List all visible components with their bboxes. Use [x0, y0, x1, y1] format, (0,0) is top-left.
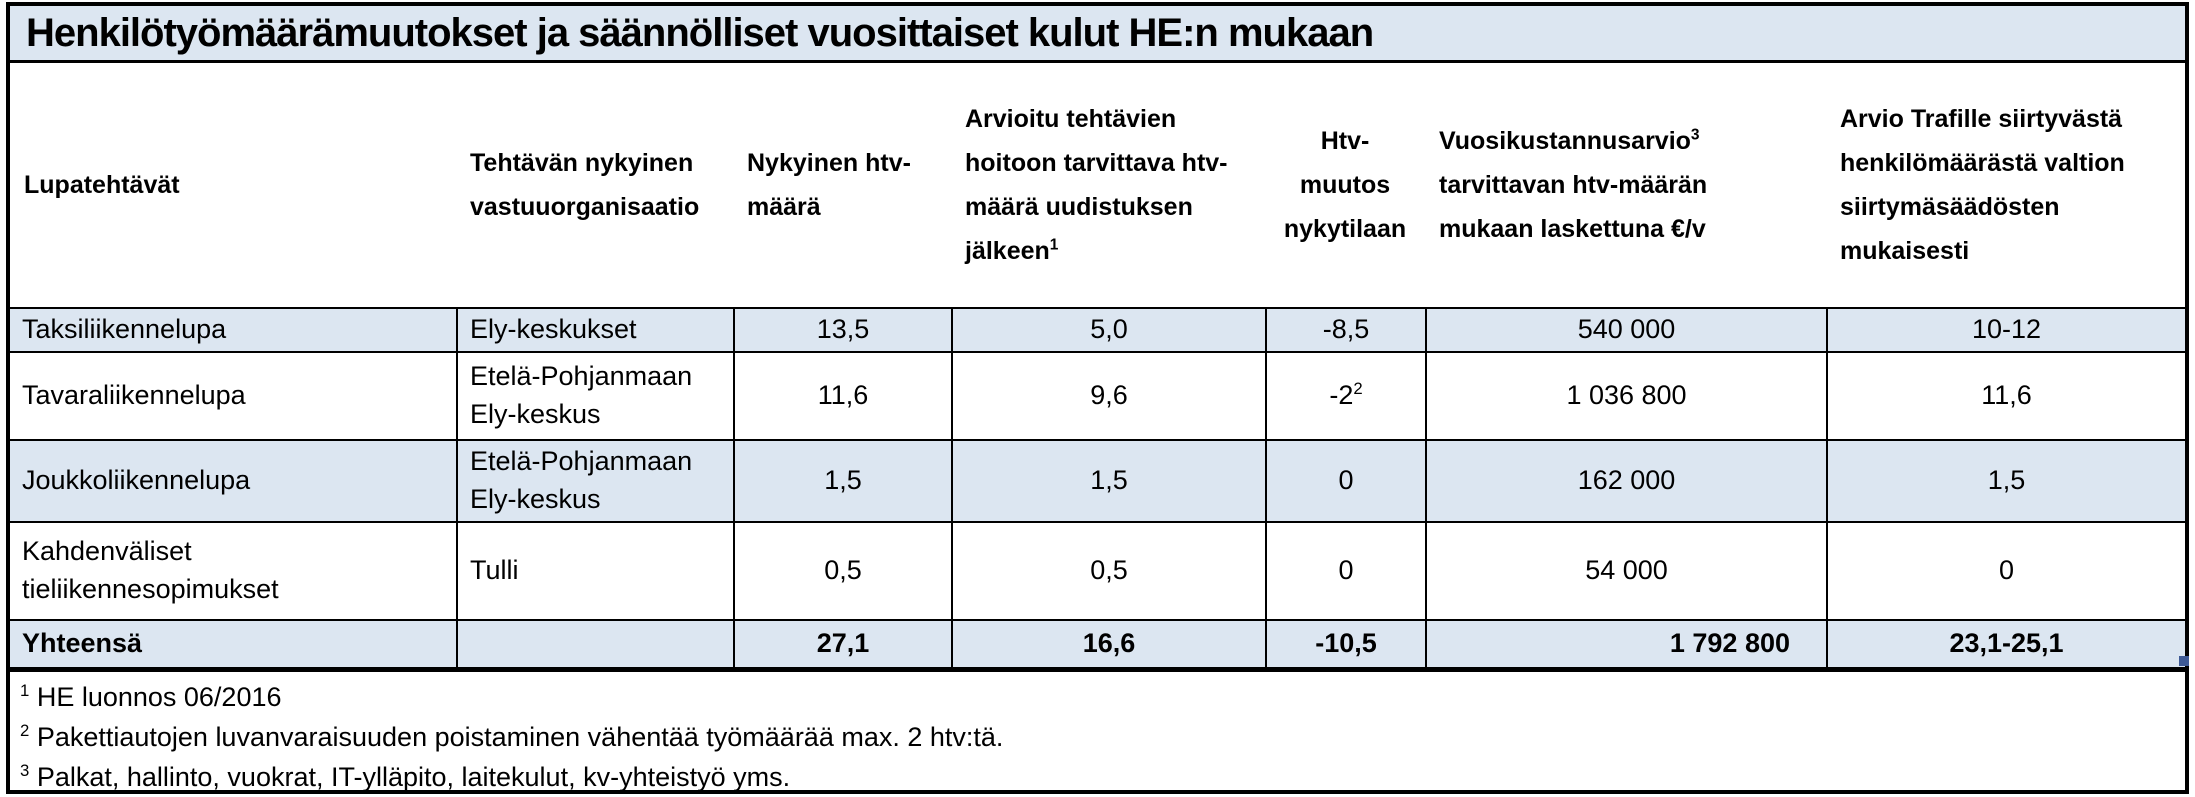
table-cell: Tavaraliikennelupa: [22, 380, 246, 411]
table-cell: 540 000: [1425, 309, 1826, 351]
table-cell: 16,6: [951, 621, 1265, 667]
table-cell: Joukkoliikennelupa: [22, 465, 251, 496]
column-header: Arvioitu tehtävien hoitoon tarvittava ht…: [965, 105, 1228, 265]
table-title-bar: Henkilötyömäärämuutokset ja säännölliset…: [10, 6, 2185, 63]
table-cell: 1 792 800: [1425, 621, 1826, 667]
footnotes-section: 1 HE luonnos 06/2016 2 Pakettiautojen luv…: [10, 667, 2185, 790]
table-cell: 5,0: [951, 309, 1265, 351]
table-cell: -22: [1265, 353, 1425, 439]
footnote: 2 Pakettiautojen luvanvaraisuuden poista…: [20, 721, 1004, 752]
table-header-row: Lupatehtävät Tehtävän nykyinen vastuuorga…: [10, 63, 2185, 307]
table-cell: 11,6: [1826, 353, 2185, 439]
table-cell: 0,5: [733, 523, 951, 619]
column-header: Nykyinen htv- määrä: [747, 149, 911, 221]
table: Henkilötyömäärämuutokset ja säännölliset…: [6, 2, 2189, 794]
table-row: Kahdenväliset tieliikennesopimukset Tulli…: [10, 521, 2185, 619]
table-cell: 27,1: [733, 621, 951, 667]
table-cell: Yhteensä: [22, 628, 143, 659]
table-cell: 11,6: [733, 353, 951, 439]
table-cell: 1,5: [733, 441, 951, 521]
table-cell: 10-12: [1826, 309, 2185, 351]
table-cell: -8,5: [1265, 309, 1425, 351]
table-cell: 54 000: [1425, 523, 1826, 619]
table-row: Joukkoliikennelupa Etelä-Pohjanmaan Ely-k…: [10, 439, 2185, 521]
table-cell: 13,5: [733, 309, 951, 351]
table-cell: -10,5: [1265, 621, 1425, 667]
table-cell: Etelä-Pohjanmaan Ely-keskus: [456, 353, 733, 439]
table-cell: 1 036 800: [1425, 353, 1826, 439]
column-header: Lupatehtävät: [24, 171, 180, 199]
table-cell: Taksiliikennelupa: [22, 314, 227, 345]
table-cell: Ely-keskukset: [456, 309, 733, 351]
table-row: Tavaraliikennelupa Etelä-Pohjanmaan Ely-k…: [10, 351, 2185, 439]
table-body: Taksiliikennelupa Ely-keskukset 13,5 5,0 -8,…: [10, 307, 2185, 667]
table-cell: [456, 621, 733, 667]
table-row: Yhteensä 27,1 16,6 -10,5 1 792 800 23,1-25,1: [10, 619, 2185, 667]
footnote: 1 HE luonnos 06/2016: [20, 681, 282, 712]
table-row: Taksiliikennelupa Ely-keskukset 13,5 5,0 -8,…: [10, 307, 2185, 351]
table-cell: 0,5: [951, 523, 1265, 619]
table-cell: 0: [1265, 523, 1425, 619]
table-cell: Kahdenväliset tieliikennesopimukset: [22, 536, 279, 604]
table-cell: 162 000: [1425, 441, 1826, 521]
column-header: Arvio Trafille siirtyvästä henkilömääräs…: [1840, 105, 2125, 265]
table-cell: 1,5: [951, 441, 1265, 521]
column-header: Htv- muutos nykytilaan: [1283, 127, 1407, 243]
table-cell: Etelä-Pohjanmaan Ely-keskus: [456, 441, 733, 521]
selection-fill-handle: [2179, 656, 2189, 666]
column-header: Tehtävän nykyinen vastuuorganisaatio: [470, 149, 700, 221]
table-cell: Tulli: [456, 523, 733, 619]
table-cell: 9,6: [951, 353, 1265, 439]
table-cell: 1,5: [1826, 441, 2185, 521]
table-title: Henkilötyömäärämuutokset ja säännölliset…: [26, 11, 1374, 55]
column-header: Vuosikustannusarvio3 tarvittavan htv-mää…: [1439, 126, 1708, 243]
table-cell: 23,1-25,1: [1826, 621, 2185, 667]
footnote: 3 Palkat, hallinto, vuokrat, IT-ylläpito…: [20, 761, 791, 790]
table-cell: 0: [1265, 441, 1425, 521]
table-cell: 0: [1826, 523, 2185, 619]
